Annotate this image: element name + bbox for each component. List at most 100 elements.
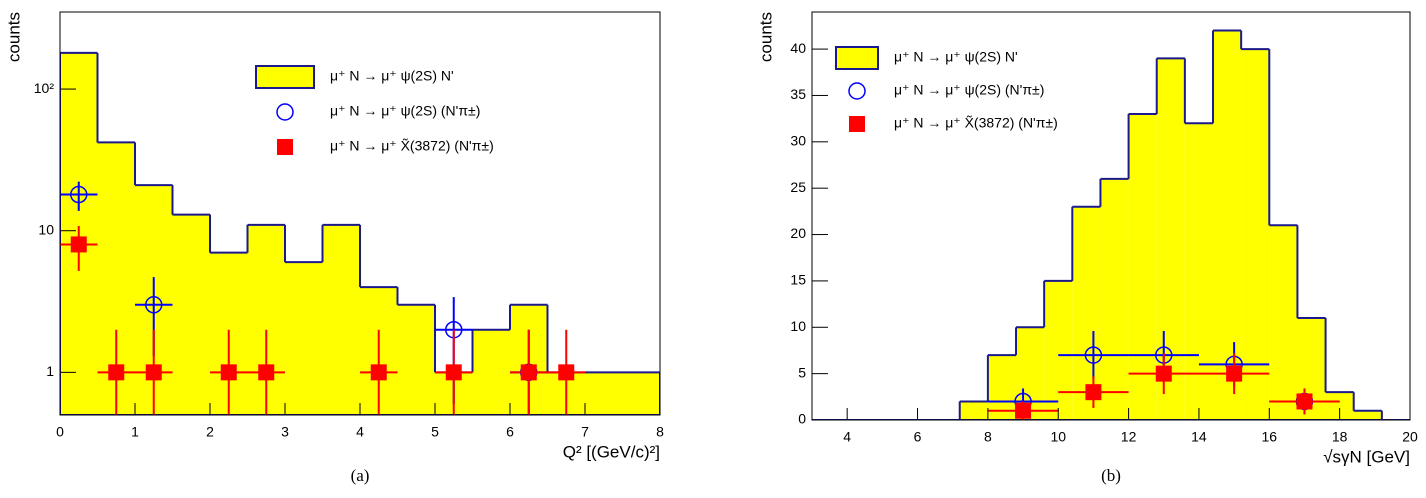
x-tick-label: 6: [506, 424, 514, 440]
plot-area: [812, 29, 1410, 420]
data-point: [435, 329, 473, 415]
point-marker: [1015, 402, 1032, 419]
data-point: [97, 329, 135, 415]
data-point: [1058, 376, 1129, 408]
y-tick-label: 0: [798, 411, 806, 427]
legend-label: μ⁺ N → μ⁺ ψ(2S) (N'π±): [330, 103, 480, 119]
x-tick-label: 16: [1262, 429, 1278, 445]
legend-label: μ⁺ N → μ⁺ X̃(3872) (N'π±): [330, 137, 494, 153]
legend-label: μ⁺ N → μ⁺ ψ(2S) (N'π±): [894, 82, 1044, 98]
legend-marker: [276, 103, 294, 121]
point-marker: [445, 364, 462, 381]
x-tick-label: 1: [131, 424, 139, 440]
legend-marker: [849, 116, 865, 132]
y-tick-label: 20: [790, 225, 806, 241]
data-point: [135, 329, 173, 415]
histogram-bin: [1044, 280, 1073, 420]
y-tick-label: 10: [790, 318, 806, 334]
x-tick-label: 3: [281, 424, 289, 440]
y-tick-label: 30: [790, 133, 806, 149]
x-tick-label: 8: [984, 429, 992, 445]
histogram-bin: [987, 355, 1017, 420]
y-axis-label: counts: [4, 12, 23, 62]
histogram-bin: [397, 304, 435, 415]
x-tick-label: 18: [1332, 429, 1348, 445]
y-tick-label: 10²: [34, 80, 55, 96]
caption: (b): [1101, 466, 1121, 485]
legend-label: μ⁺ N → μ⁺ ψ(2S) N': [330, 68, 454, 84]
x-tick-label: 4: [843, 429, 851, 445]
histogram-bin: [285, 262, 323, 415]
data-point: [360, 329, 398, 415]
x-axis-label: Q² [(GeV/c)²]: [563, 442, 660, 461]
point-marker: [1296, 393, 1313, 410]
histogram-bin: [959, 401, 988, 420]
histogram-bin: [1213, 30, 1242, 420]
x-tick-label: 20: [1402, 429, 1418, 445]
point-marker: [220, 364, 237, 381]
point-marker: [108, 364, 125, 381]
x-tick-label: 0: [56, 424, 64, 440]
x-tick-label: 6: [914, 429, 922, 445]
y-tick-label: 25: [790, 179, 806, 195]
y-tick-label: 10: [38, 221, 54, 237]
data-point: [1269, 388, 1340, 415]
x-tick-label: 10: [1050, 429, 1066, 445]
point-marker: [145, 296, 163, 314]
plot-area: [60, 51, 660, 415]
x-tick-label: 2: [206, 424, 214, 440]
histogram-bin: [322, 224, 360, 415]
axis-frame: [811, 11, 1411, 421]
point-marker: [145, 364, 162, 381]
data-point: [60, 181, 98, 211]
x-tick-label: 14: [1191, 429, 1207, 445]
legend-marker: [277, 139, 293, 155]
histogram-bin: [585, 372, 623, 415]
x-tick-label: 4: [356, 424, 364, 440]
point-marker: [70, 185, 88, 204]
point-marker: [1226, 365, 1243, 382]
histogram-bin: [1241, 49, 1270, 420]
y-tick-label: 5: [798, 364, 806, 380]
data-point: [1058, 330, 1129, 380]
point-marker: [370, 364, 387, 381]
legend-label: μ⁺ N → μ⁺ ψ(2S) N': [894, 49, 1018, 65]
data-point: [987, 401, 1059, 420]
y-tick-label: 1: [46, 363, 54, 379]
point-marker: [258, 364, 275, 381]
data-point: [1198, 353, 1270, 395]
y-tick-label: 40: [790, 40, 806, 56]
histogram-bin: [1353, 410, 1382, 420]
data-point: [247, 329, 285, 415]
point-marker: [1155, 365, 1172, 382]
data-point: [1128, 353, 1199, 395]
histogram-bin: [1269, 225, 1298, 420]
caption: (a): [351, 466, 370, 485]
data-point: [60, 225, 98, 271]
legend-swatch: [255, 65, 315, 89]
y-axis-label: counts: [756, 12, 775, 62]
x-tick-label: 8: [656, 424, 664, 440]
legend-swatch: [835, 46, 879, 70]
point-marker: [70, 236, 87, 253]
histogram-bin: [172, 214, 210, 415]
x-axis-label: √sγN [GeV]: [1323, 447, 1410, 466]
data-point: [547, 329, 585, 415]
point-marker: [520, 364, 537, 381]
point-marker: [1084, 346, 1103, 364]
histogram-bin: [622, 372, 660, 415]
histogram-bin: [1100, 178, 1129, 420]
x-tick-label: 12: [1121, 429, 1137, 445]
histogram-bin: [472, 329, 510, 415]
y-tick-label: 35: [790, 86, 806, 102]
data-point: [510, 329, 548, 415]
legend-marker: [848, 82, 866, 100]
histogram-bin: [1184, 123, 1214, 420]
data-point: [210, 329, 248, 415]
x-tick-label: 5: [431, 424, 439, 440]
legend-label: μ⁺ N → μ⁺ X̃(3872) (N'π±): [894, 114, 1058, 130]
y-tick-label: 15: [790, 272, 806, 288]
x-tick-label: 7: [581, 424, 589, 440]
point-marker: [558, 364, 575, 381]
